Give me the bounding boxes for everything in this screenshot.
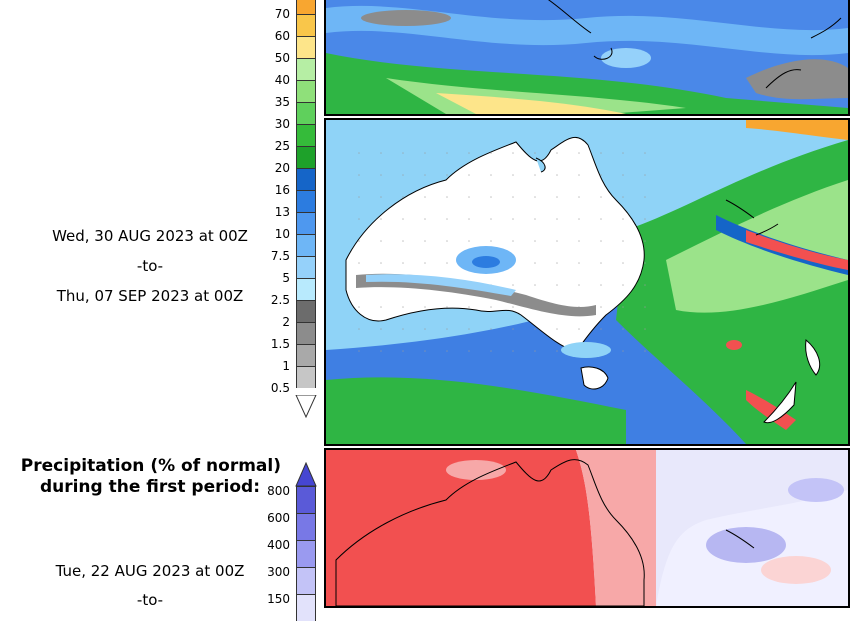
precip-colorbar-cell [296, 366, 316, 388]
precip-colorbar-cell [296, 124, 316, 146]
precip-colorbar-cell [296, 344, 316, 366]
percent-tick-label: 400 [267, 538, 290, 553]
precip-colorbar-cell [296, 168, 316, 190]
colorbar-min-arrow [295, 395, 317, 418]
precip-colorbar-cell [296, 0, 316, 14]
precip-colorbar-cell [296, 146, 316, 168]
precip-tick-label: 40 [274, 73, 290, 87]
precip-colorbar-cell [296, 190, 316, 212]
precip-tick-label: 2 [282, 315, 290, 329]
percent-tick-label: 600 [267, 511, 290, 526]
percent-panel-title-line2: during the first period: [39, 477, 260, 497]
precip-tick-label: 13 [274, 205, 290, 219]
period-start-label: Wed, 30 AUG 2023 at 00Z [52, 227, 248, 245]
first-period-start-label: Tue, 22 AUG 2023 at 00Z [55, 562, 245, 580]
precip-tick-label: 1.5 [270, 337, 290, 351]
precip-tick-label: 7.5 [270, 249, 290, 263]
map-panel-percent-normal [324, 448, 850, 608]
precip-colorbar-cell [296, 14, 316, 36]
percent-colorbar [296, 486, 316, 621]
precip-tick-label: 25 [274, 139, 290, 153]
precip-tick-label: 2.5 [270, 293, 290, 307]
colorbar-max-arrow [295, 462, 317, 487]
precip-colorbar-cell [296, 256, 316, 278]
precip-colorbar-cell [296, 300, 316, 322]
first-period-separator-label: -to- [136, 591, 164, 609]
precip-tick-label: 70 [274, 7, 290, 21]
precip-colorbar-cell [296, 212, 316, 234]
precip-tick-label: 5 [282, 271, 290, 285]
percent-colorbar-cell [296, 540, 316, 567]
precip-tick-label: 60 [274, 29, 290, 43]
precip-tick-label: 0.5 [270, 381, 290, 395]
map-panel-second-period [324, 118, 850, 446]
precip-colorbar-cell [296, 58, 316, 80]
precip-colorbar-cell [296, 102, 316, 124]
map-panel-first-period [324, 0, 850, 116]
percent-colorbar-cell [296, 513, 316, 540]
precip-colorbar-cell [296, 80, 316, 102]
precip-colorbar-cell [296, 234, 316, 256]
precip-tick-label: 20 [274, 161, 290, 175]
percent-colorbar-cell [296, 486, 316, 513]
period-separator-label: -to- [136, 257, 164, 275]
precip-colorbar [296, 0, 316, 388]
precip-colorbar-cell [296, 278, 316, 300]
precip-tick-label: 50 [274, 51, 290, 65]
percent-panel-title-line1: Precipitation (% of normal) [20, 456, 281, 476]
precip-tick-label: 10 [274, 227, 290, 241]
period-end-label: Thu, 07 SEP 2023 at 00Z [56, 287, 244, 305]
precip-tick-label: 35 [274, 95, 290, 109]
precip-tick-label: 16 [274, 183, 290, 197]
percent-colorbar-cell [296, 594, 316, 621]
precip-colorbar-cell [296, 322, 316, 344]
percent-tick-label: 800 [267, 484, 290, 499]
precip-tick-label: 30 [274, 117, 290, 131]
precip-colorbar-cell [296, 36, 316, 58]
precip-tick-label: 1 [282, 359, 290, 373]
percent-colorbar-cell [296, 567, 316, 594]
percent-tick-label: 300 [267, 565, 290, 580]
